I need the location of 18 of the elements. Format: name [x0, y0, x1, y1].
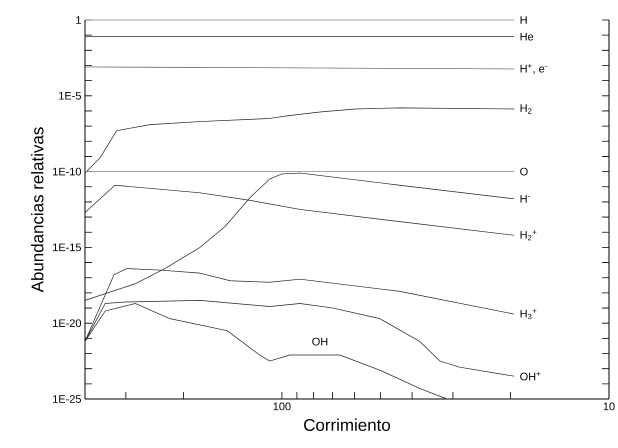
series-label: OH$^{+}$	[520, 372, 540, 380]
x-tick-label: 10	[604, 402, 615, 410]
x-tick-label: 100	[274, 402, 291, 410]
y-axis-title: Abundancias relativas	[31, 127, 44, 292]
x-axis-title: Corrimiento	[304, 418, 390, 431]
series-label: H$^{+}$, e$^{-}$	[520, 64, 547, 74]
y-tick-label: 1E-5	[59, 92, 81, 100]
series-label: He	[520, 32, 534, 40]
y-tick-label: 1E-20	[53, 319, 82, 328]
y-tick-label: 1	[76, 16, 81, 24]
y-tick-label: 1E-15	[53, 244, 81, 252]
series-label: OH	[312, 338, 328, 346]
series-label: H$_{2}$	[520, 104, 532, 114]
y-tick-label: 1E-10	[53, 168, 82, 176]
series-label: O	[520, 168, 528, 176]
series-label: H$^{-}$	[520, 195, 530, 203]
series-label: H	[520, 16, 527, 24]
y-tick-label: 1E-25	[53, 395, 81, 403]
